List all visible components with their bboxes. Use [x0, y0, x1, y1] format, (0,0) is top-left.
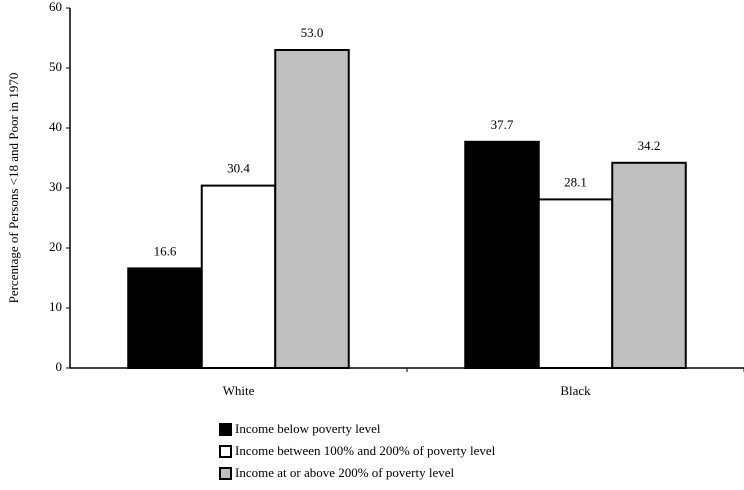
bar	[127, 267, 203, 369]
y-axis-label: Percentage of Persons <18 and Poor in 19…	[6, 73, 21, 304]
value-label: 37.7	[491, 117, 514, 132]
y-tick-label: 0	[56, 359, 63, 374]
legend-swatch	[219, 467, 232, 480]
y-tick-label: 40	[49, 119, 62, 134]
bar	[611, 161, 687, 369]
y-tick-label: 10	[49, 299, 62, 314]
y-tick-label: 20	[49, 239, 62, 254]
value-label: 30.4	[227, 161, 250, 176]
legend-swatch	[219, 445, 232, 458]
value-label: 28.1	[564, 174, 587, 189]
bar	[274, 49, 350, 369]
value-label: 16.6	[154, 243, 177, 258]
legend-label: Income at or above 200% of poverty level	[235, 465, 455, 480]
y-tick-label: 30	[49, 179, 62, 194]
y-tick-label: 50	[49, 59, 62, 74]
x-tick-label: White	[223, 383, 255, 398]
bar	[200, 184, 277, 369]
bar	[464, 140, 540, 369]
x-tick-label: Black	[560, 383, 591, 398]
value-label: 53.0	[301, 25, 324, 40]
y-tick-label: 60	[49, 0, 62, 14]
legend-label: Income between 100% and 200% of poverty …	[235, 443, 496, 458]
legend-label: Income below poverty level	[235, 421, 381, 436]
bar	[537, 198, 614, 369]
legend-swatch	[219, 423, 232, 436]
value-label: 34.2	[638, 138, 661, 153]
